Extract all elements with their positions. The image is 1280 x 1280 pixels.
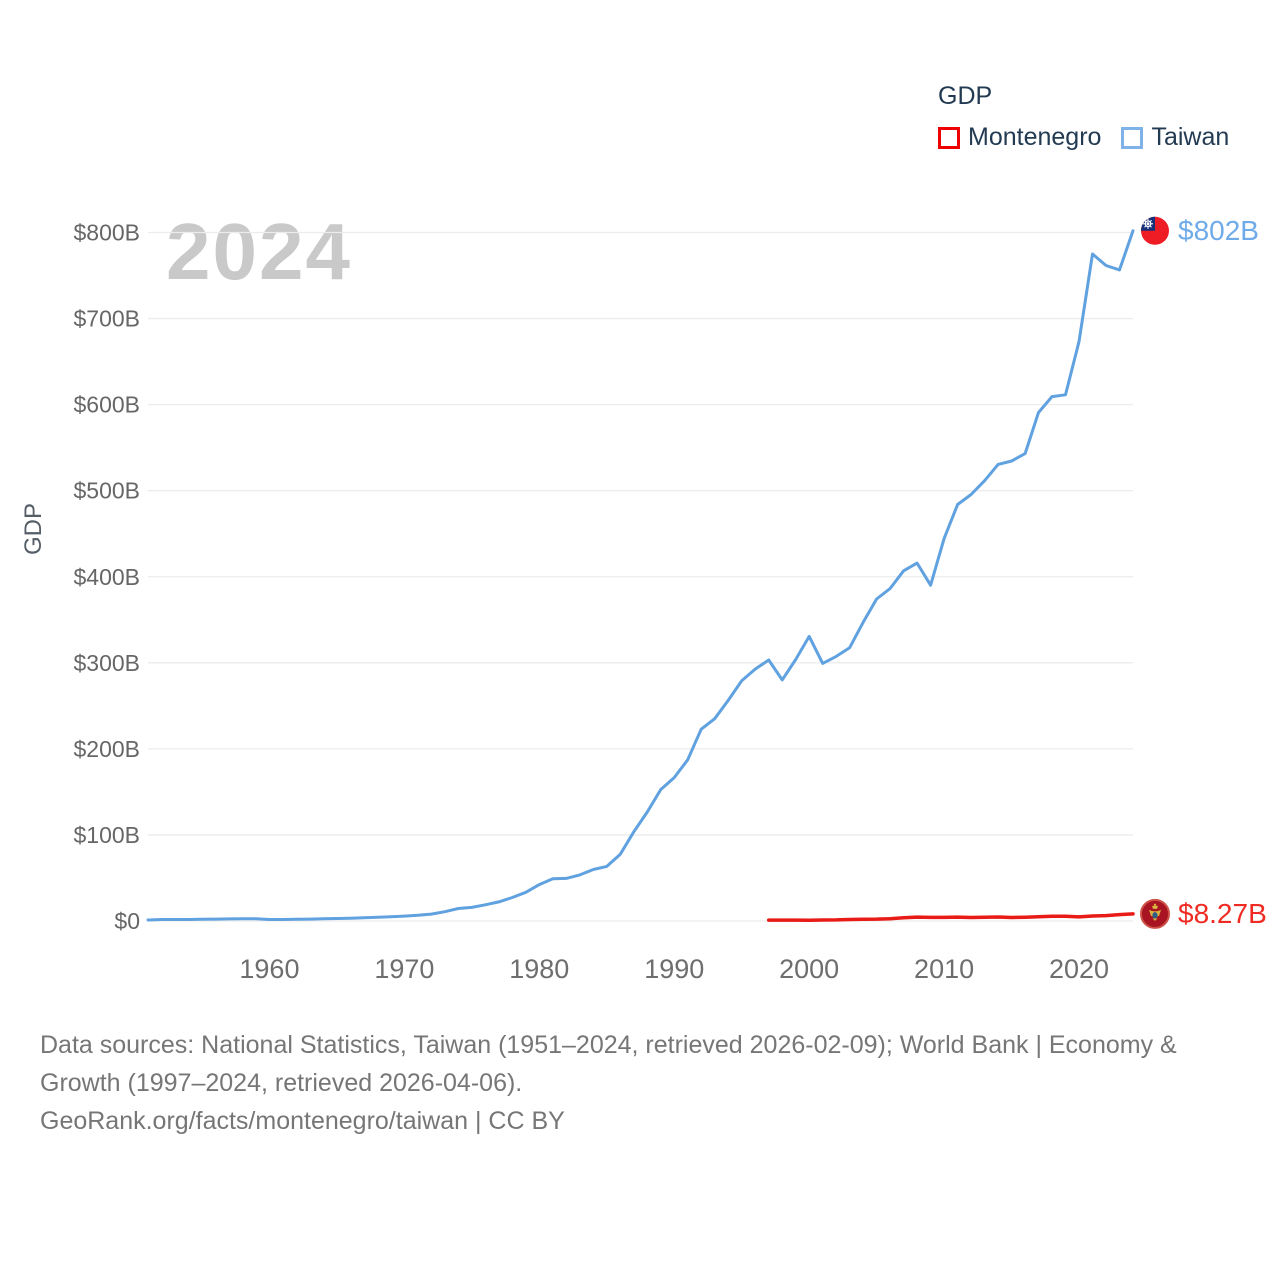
y-tick-label: $400B bbox=[73, 564, 140, 590]
legend-item-taiwan[interactable]: Taiwan bbox=[1121, 123, 1229, 152]
x-tick-label: 2000 bbox=[779, 954, 839, 984]
x-tick-label: 2010 bbox=[914, 954, 974, 984]
x-tick-label: 1980 bbox=[509, 954, 569, 984]
taiwan-end-label: $802B bbox=[1178, 215, 1259, 246]
y-tick-label: $0 bbox=[114, 908, 140, 934]
series-lines bbox=[146, 229, 1135, 922]
y-tick-label: $600B bbox=[73, 392, 140, 418]
taiwan-flag-marker[interactable] bbox=[1141, 216, 1169, 245]
data-sources: Data sources: National Statistics, Taiwa… bbox=[40, 1026, 1250, 1140]
source-url: GeoRank.org/facts/montenegro/taiwan | CC… bbox=[40, 1107, 565, 1135]
x-tick-label: 2020 bbox=[1049, 954, 1109, 984]
legend: GDP Montenegro Taiwan bbox=[938, 82, 1229, 152]
montenegro-swatch-icon bbox=[938, 126, 960, 149]
montenegro-flag-marker[interactable] bbox=[1140, 898, 1170, 929]
y-tick-labels: $0 $100B $200B $300B $400B $500B $600B $700B $80… bbox=[73, 220, 140, 935]
y-tick-label: $200B bbox=[73, 736, 140, 762]
legend-title: GDP bbox=[938, 82, 993, 110]
x-tick-label: 1970 bbox=[374, 954, 434, 984]
taiwan-line[interactable] bbox=[146, 229, 1135, 922]
y-tick-label: $500B bbox=[73, 478, 140, 504]
taiwan-swatch-icon bbox=[1121, 126, 1144, 149]
gridlines bbox=[148, 231, 1133, 922]
legend-item-montenegro[interactable]: Montenegro bbox=[938, 123, 1101, 152]
y-tick-label: $700B bbox=[73, 306, 140, 332]
legend-label-taiwan: Taiwan bbox=[1151, 123, 1230, 151]
x-tick-labels: 1960 1970 1980 1990 2000 2010 2020 bbox=[239, 954, 1109, 984]
x-tick-label: 1960 bbox=[239, 954, 299, 984]
montenegro-end-label: $8.27B bbox=[1178, 898, 1267, 929]
legend-items: Montenegro Taiwan bbox=[938, 123, 1229, 152]
y-tick-label: $300B bbox=[73, 650, 140, 676]
y-tick-label: $100B bbox=[73, 822, 140, 848]
y-tick-label: $800B bbox=[73, 220, 140, 246]
data-sources-line1: Data sources: National Statistics, Taiwa… bbox=[40, 1031, 1177, 1059]
watermark-year: 2024 bbox=[166, 207, 352, 296]
legend-label-montenegro: Montenegro bbox=[968, 123, 1102, 151]
x-tick-label: 1990 bbox=[644, 954, 704, 984]
montenegro-line[interactable] bbox=[766, 912, 1135, 922]
data-sources-line2: Growth (1997–2024, retrieved 2026-04-06)… bbox=[40, 1069, 523, 1097]
